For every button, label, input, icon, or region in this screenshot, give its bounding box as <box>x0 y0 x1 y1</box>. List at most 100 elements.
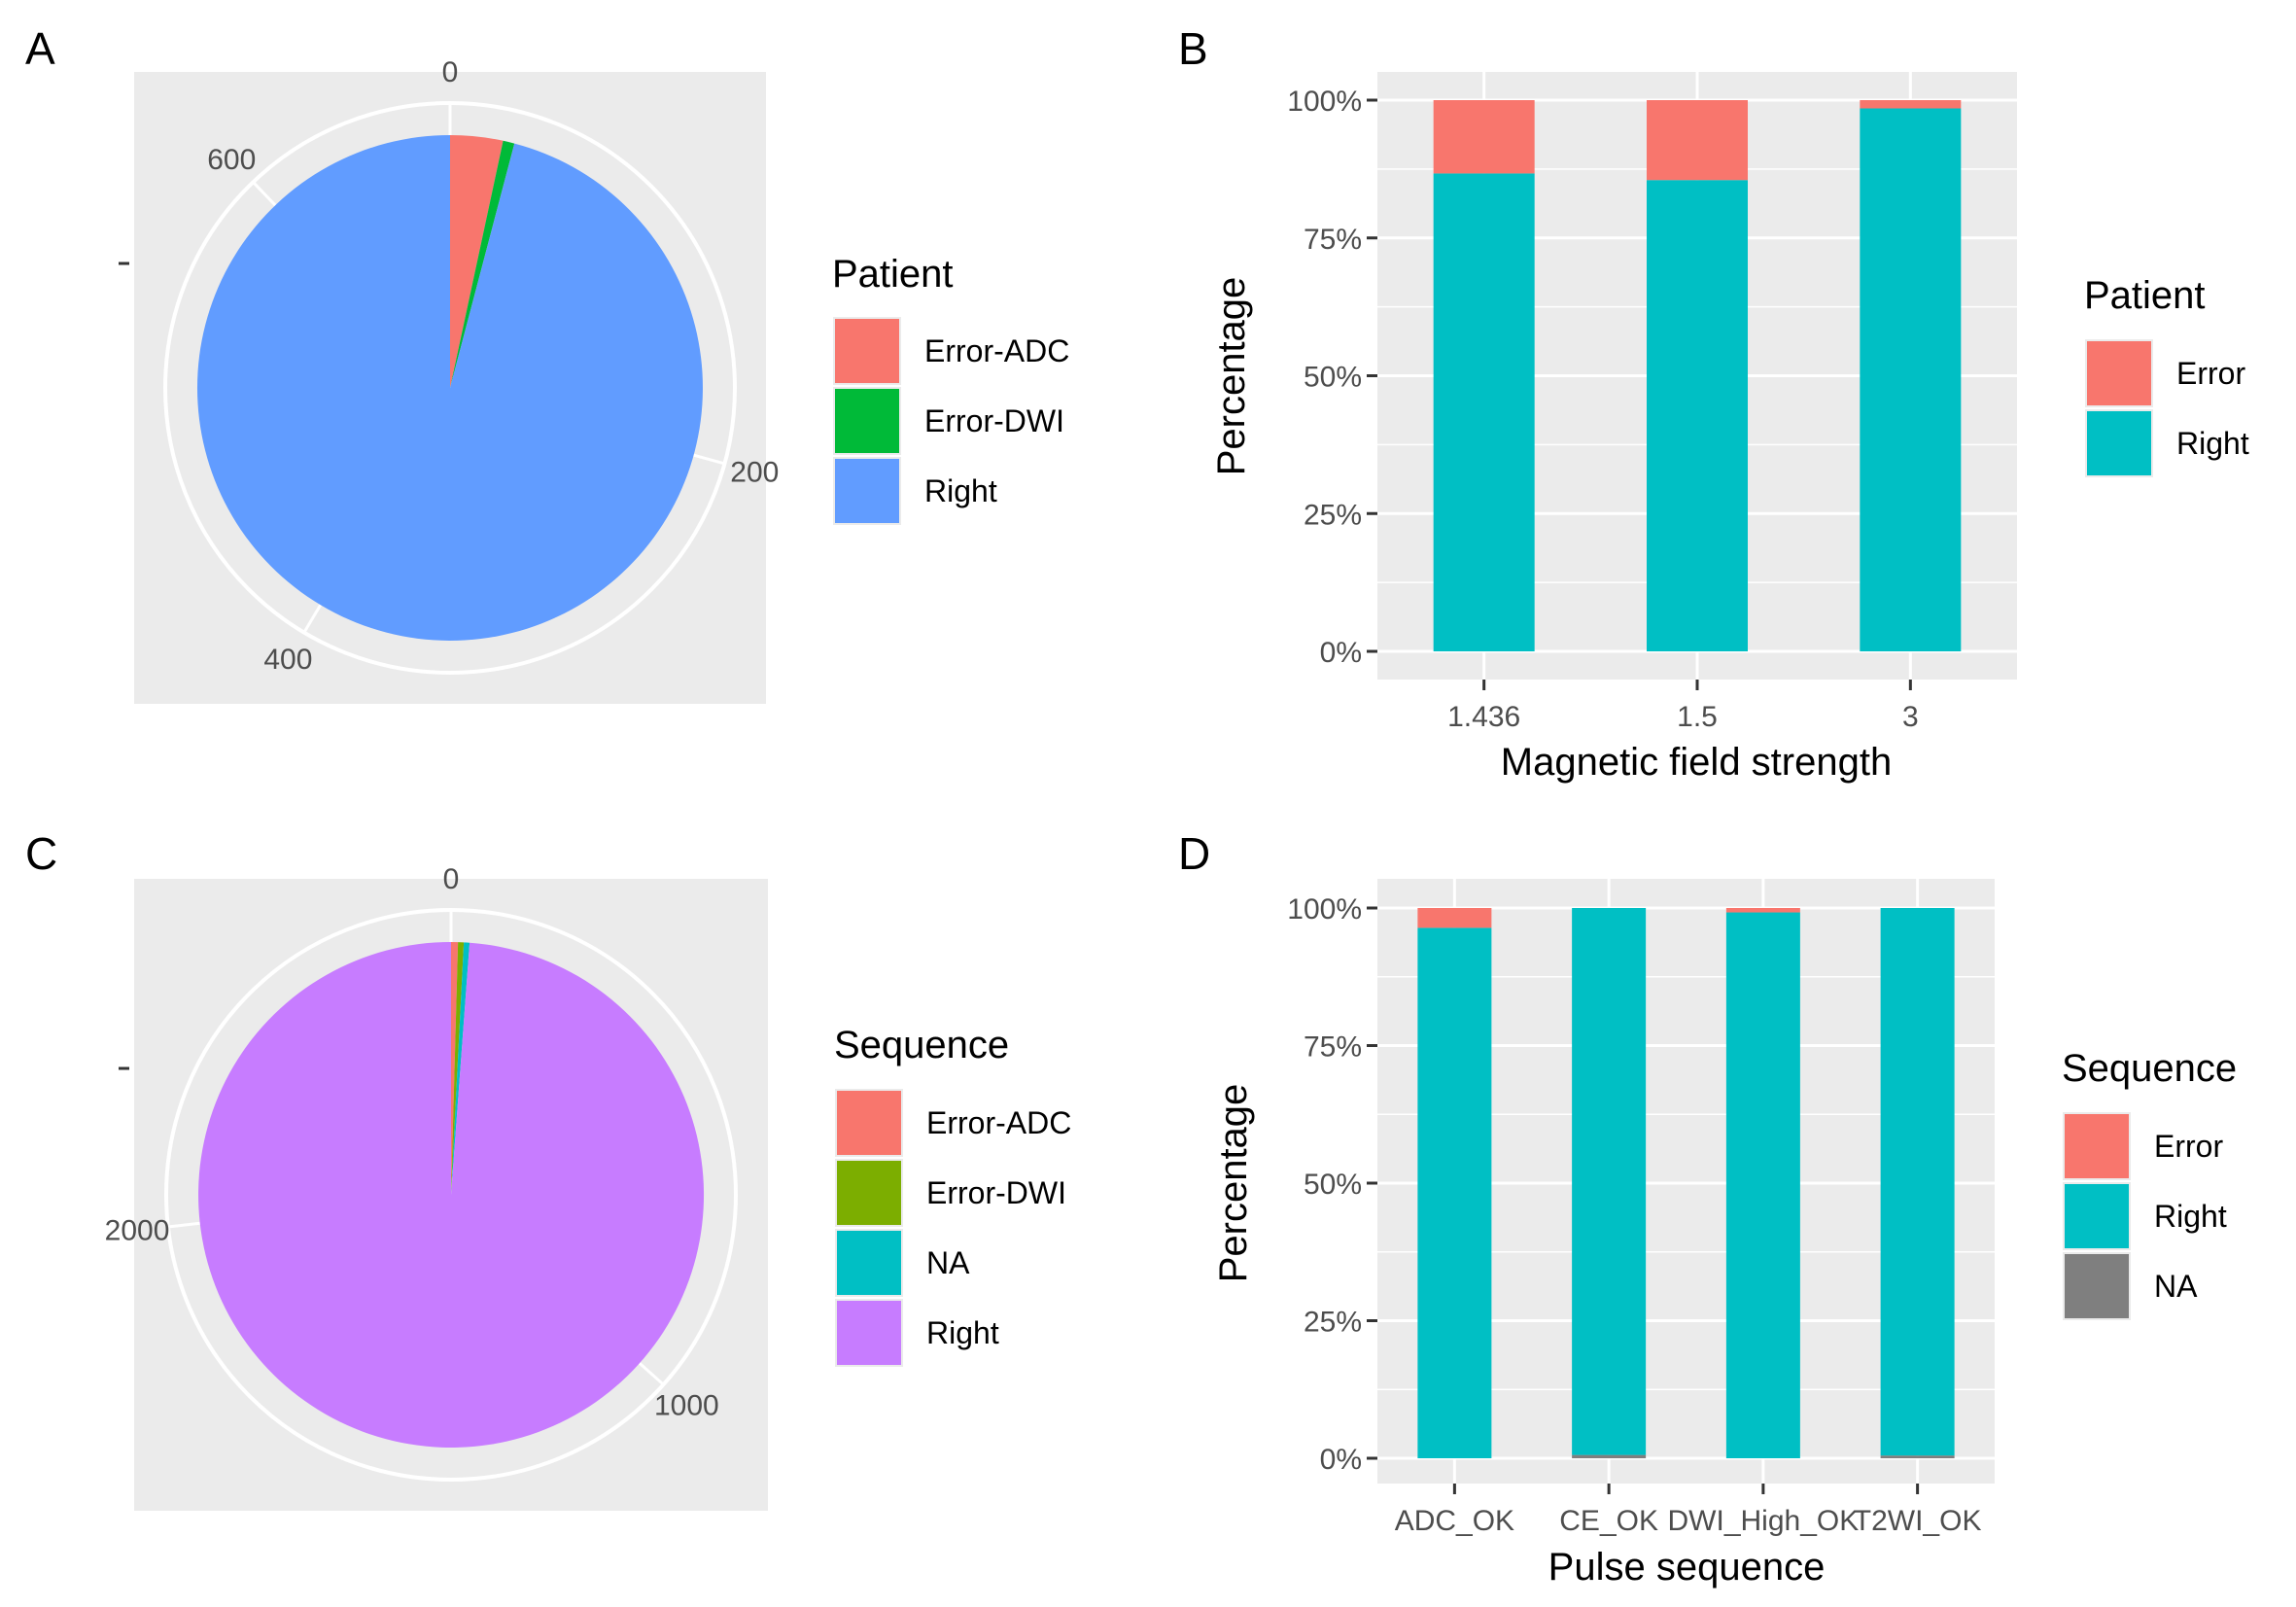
bar-b-segment-error <box>1860 100 1962 109</box>
bar-b-x-tick-label: 3 <box>1902 701 1919 733</box>
bar-d-y-tick-label: 50% <box>1304 1169 1362 1201</box>
legend-a: Patient Error-ADC Error-DWI Right <box>832 253 1069 525</box>
pie-c-slices <box>198 942 705 1448</box>
legend-c-label: Right <box>926 1315 999 1350</box>
bar-d-y-axis-title: Percentage <box>1212 1084 1255 1283</box>
bar-b-y-axis-title: Percentage <box>1210 277 1253 476</box>
bar-d-x-tick-label: CE_OK <box>1559 1505 1658 1537</box>
bar-d-y-tick-label: 25% <box>1304 1307 1362 1339</box>
bar-d-y-tick-label: 75% <box>1304 1031 1362 1064</box>
bar-d-y-axis: 0% 25% 50% 75% 100% <box>1287 893 1377 1476</box>
legend-d-label: Right <box>2154 1199 2227 1234</box>
legend-c-label: NA <box>926 1245 970 1280</box>
panel-label-a: A <box>25 23 55 74</box>
pie-c-tick-label: 1000 <box>654 1390 719 1422</box>
legend-c-swatch-error-dwi <box>837 1161 901 1225</box>
bar-d-x-axis-title: Pulse sequence <box>1548 1546 1826 1589</box>
bar-b-y-axis: 0% 25% 50% 75% 100% <box>1287 86 1377 669</box>
pie-a-tick-label: 600 <box>207 144 256 176</box>
bar-b-bars <box>1433 100 1962 651</box>
bar-d-segment-right <box>1417 927 1492 1458</box>
legend-b-swatch-right <box>2087 411 2151 475</box>
pie-c-radial-ticks: 0 1000 2000 <box>105 863 719 1422</box>
legend-d-label: NA <box>2154 1269 2198 1304</box>
panel-c: C 0 1000 2000 Sequence Error-ADC Error-DWI N… <box>25 828 1071 1511</box>
panel-a: A 0 200 400 600 Patient Error-ADC Error-DWI R… <box>25 23 1069 704</box>
panel-label-b: B <box>1178 23 1208 74</box>
pie-c-slice-error-adc <box>451 942 459 1195</box>
legend-c-swatch-error-adc <box>837 1091 901 1155</box>
legend-a-label: Error-DWI <box>924 403 1064 438</box>
panel-d: D 0% 25% 50% 75% 100% ADC_OK CE_OK DWI_High_OK… <box>1178 828 2237 1589</box>
legend-d: Sequence Error Right NA <box>2062 1047 2237 1320</box>
legend-a-label: Right <box>924 473 997 508</box>
bar-b-x-axis-title: Magnetic field strength <box>1501 741 1892 784</box>
pie-a-slice-error-dwi <box>450 140 515 388</box>
legend-a-swatch-right <box>835 459 899 523</box>
pie-c-slice-na <box>451 942 470 1195</box>
bar-d-segment-right <box>1880 908 1955 1456</box>
legend-b-label: Error <box>2176 356 2245 391</box>
bar-b-y-tick-label: 0% <box>1320 637 1362 669</box>
legend-c-label: Error-ADC <box>926 1105 1071 1140</box>
bar-b-x-tick-label: 1.436 <box>1447 701 1520 733</box>
legend-b: Patient Error Right <box>2084 274 2249 477</box>
bar-d-y-tick-label: 100% <box>1287 893 1362 926</box>
legend-c-swatch-right <box>837 1301 901 1365</box>
legend-d-label: Error <box>2154 1129 2223 1164</box>
pie-a-slices <box>196 134 703 641</box>
bar-b-y-tick-label: 50% <box>1304 362 1362 394</box>
legend-a-label: Error-ADC <box>924 333 1069 368</box>
pie-a-slice-error-adc <box>450 135 504 388</box>
bar-d-y-tick-label: 0% <box>1320 1444 1362 1476</box>
bar-d-segment-na <box>1880 1455 1955 1458</box>
bar-b-y-tick-label: 75% <box>1304 224 1362 256</box>
panel-label-c: C <box>25 828 57 879</box>
pie-a-tick-label: 0 <box>442 56 459 88</box>
pie-a-tick-label: 400 <box>263 644 312 676</box>
legend-b-label: Right <box>2176 426 2249 461</box>
bar-b-y-tick-label: 100% <box>1287 86 1362 118</box>
bar-d-x-tick-label: T2WI_OK <box>1854 1505 1982 1537</box>
pie-c-slice-right <box>198 942 705 1448</box>
legend-a-swatch-error-dwi <box>835 389 899 453</box>
bar-d-x-tick-label: ADC_OK <box>1395 1505 1514 1537</box>
pie-c-tick-label: 0 <box>443 863 460 895</box>
legend-a-title: Patient <box>832 253 954 296</box>
legend-c-title: Sequence <box>834 1024 1009 1066</box>
panel-b: B 0% 25% 50% 75% 100% 1.436 1.5 3 Magnetic fie… <box>1178 23 2249 784</box>
bar-b-segment-right <box>1647 180 1748 651</box>
legend-d-title: Sequence <box>2062 1047 2237 1090</box>
bar-b-segment-error <box>1647 100 1748 181</box>
bar-b-segment-right <box>1860 108 1962 651</box>
legend-c-swatch-na <box>837 1231 901 1295</box>
bar-d-bars <box>1417 908 1955 1458</box>
pie-c-slice-error-dwi <box>451 942 465 1195</box>
legend-d-swatch-right <box>2065 1184 2129 1248</box>
bar-d-segment-error <box>1725 908 1800 913</box>
bar-b-y-tick-label: 25% <box>1304 499 1362 531</box>
legend-d-swatch-error <box>2065 1114 2129 1178</box>
legend-d-swatch-na <box>2065 1254 2129 1318</box>
bar-b-segment-error <box>1433 100 1535 174</box>
legend-c-label: Error-DWI <box>926 1175 1066 1210</box>
bar-d-segment-right <box>1572 908 1647 1455</box>
legend-b-swatch-error <box>2087 341 2151 405</box>
bar-b-segment-right <box>1433 173 1535 651</box>
bar-d-x-tick-label: DWI_High_OK <box>1668 1505 1860 1537</box>
panel-label-d: D <box>1178 828 1210 879</box>
bar-d-segment-right <box>1725 912 1800 1458</box>
bar-d-segment-error <box>1417 908 1492 928</box>
legend-a-swatch-error-adc <box>835 319 899 383</box>
bar-b-x-tick-label: 1.5 <box>1677 701 1718 733</box>
bar-d-segment-na <box>1572 1454 1647 1458</box>
pie-a-radial-ticks: 0 200 400 600 <box>207 56 779 676</box>
pie-a-tick-label: 200 <box>730 456 779 488</box>
pie-c-tick-label: 2000 <box>105 1215 170 1247</box>
legend-b-title: Patient <box>2084 274 2206 317</box>
bar-b-x-axis: 1.436 1.5 3 <box>1447 680 1919 733</box>
legend-c: Sequence Error-ADC Error-DWI NA Right <box>834 1024 1071 1367</box>
pie-a-slice-right <box>196 134 703 641</box>
